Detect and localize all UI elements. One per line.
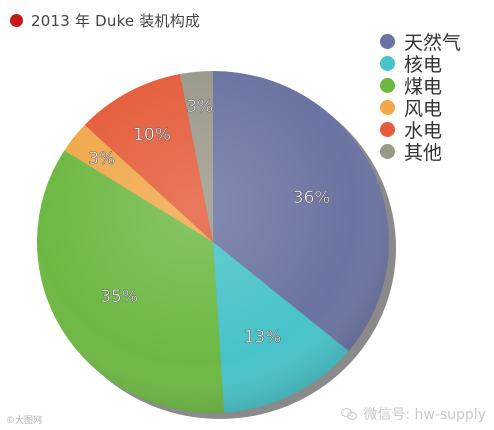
legend-swatch-5 [380,143,395,159]
chart-legend: 天然气 核电 煤电 风电 水电 其他 [380,30,462,164]
watermark-left: ©大图网 [6,416,43,426]
legend-swatch-3 [380,99,395,115]
watermark-right-text: 微信号: hw-supply [363,407,486,423]
legend-label-1: 核电 [404,53,443,76]
legend-label-4: 水电 [404,119,443,142]
legend-item-3: 风电 [380,96,461,120]
legend-item-4: 水电 [380,118,461,142]
legend-label-0: 天然气 [404,31,462,54]
pie-label-5: 3% [186,97,213,117]
pie-label-3: 3% [88,149,115,169]
wechat-icon [341,408,358,420]
legend-label-3: 风电 [404,97,443,120]
legend-swatch-2 [380,77,395,93]
pie-label-0: 36% [293,188,331,208]
pie-label-1: 13% [244,328,282,348]
watermark-right: 微信号: hw-supply [341,404,486,424]
legend-item-0: 天然气 [380,30,462,54]
legend-label-5: 其他 [404,141,443,164]
legend-swatch-1 [380,55,395,71]
legend-item-1: 核电 [380,52,461,76]
legend-item-5: 其他 [380,140,461,164]
chart-title: 2013 年 Duke 装机构成 [10,8,200,32]
pie-label-2: 35% [100,287,138,307]
legend-item-2: 煤电 [380,74,461,98]
legend-swatch-0 [380,33,395,49]
pie-shading [37,71,389,413]
pie-label-4: 10% [133,125,171,145]
title-marker-dot [10,13,23,27]
legend-label-2: 煤电 [404,75,443,98]
legend-swatch-4 [380,121,395,137]
chart-title-text: 2013 年 Duke 装机构成 [31,11,201,30]
